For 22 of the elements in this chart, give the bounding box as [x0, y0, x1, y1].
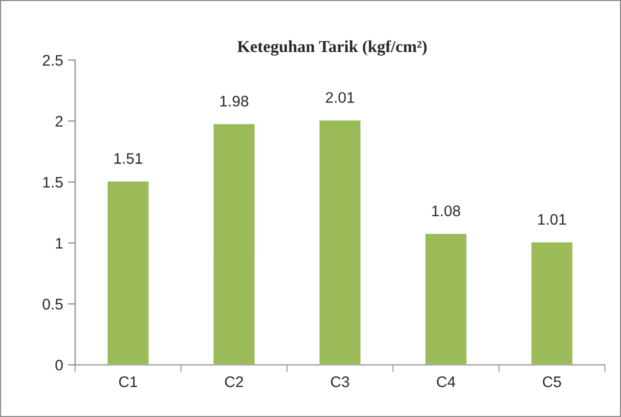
y-tick-label: 2	[56, 116, 63, 127]
y-tick-label: 1	[56, 238, 63, 248]
chart-title: Keteguhan Tarik (kgf/cm²)	[237, 40, 427, 56]
y-tick-label: 1.5	[43, 177, 63, 188]
y-tick-label: 0	[55, 360, 63, 371]
data-label: 2.01	[326, 92, 354, 103]
x-tick-label: C3	[331, 376, 350, 388]
data-label: 1.98	[220, 96, 248, 107]
bar	[106, 180, 150, 365]
x-tick-label: C5	[542, 376, 562, 388]
bar	[424, 232, 468, 365]
x-tick-label: C1	[119, 376, 138, 388]
bar	[212, 122, 256, 365]
y-tick-label: 0.5	[42, 298, 63, 310]
bar	[318, 119, 362, 365]
data-label: 1.01	[538, 214, 566, 225]
data-label: 1.08	[432, 205, 460, 216]
x-tick-label: C2	[225, 376, 244, 388]
data-label: 1.51	[114, 153, 142, 164]
y-tick-label: 2.5	[42, 54, 63, 66]
bar	[530, 241, 574, 365]
x-tick-label: C4	[436, 376, 456, 388]
